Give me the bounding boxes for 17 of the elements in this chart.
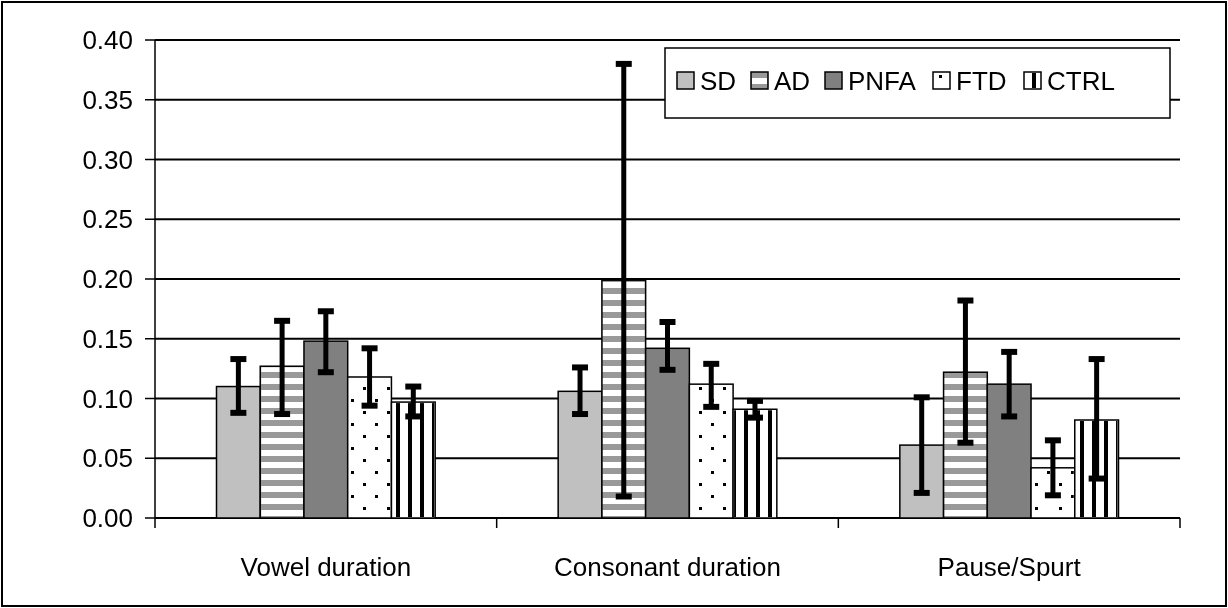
y-tick-label: 0.25 bbox=[82, 204, 133, 235]
y-tick-label: 0.35 bbox=[82, 84, 133, 115]
y-tick-label: 0.00 bbox=[82, 503, 133, 534]
x-tick-label: Pause/Spurt bbox=[937, 552, 1082, 582]
legend-label: FTD bbox=[956, 66, 1007, 97]
x-tick-label: Vowel duration bbox=[240, 552, 412, 582]
y-tick-label: 0.40 bbox=[82, 25, 133, 56]
y-tick-label: 0.10 bbox=[82, 383, 133, 414]
y-tick-label: 0.05 bbox=[82, 443, 133, 474]
legend-label: AD bbox=[774, 66, 811, 97]
y-tick-label: 0.15 bbox=[82, 323, 133, 354]
legend-label: CTRL bbox=[1047, 66, 1115, 97]
legend-label: SD bbox=[700, 66, 737, 97]
x-tick-label: Consonant duration bbox=[554, 552, 781, 582]
legend-label: PNFA bbox=[848, 66, 917, 97]
y-tick-label: 0.30 bbox=[82, 144, 133, 175]
y-tick-label: 0.20 bbox=[82, 264, 133, 295]
